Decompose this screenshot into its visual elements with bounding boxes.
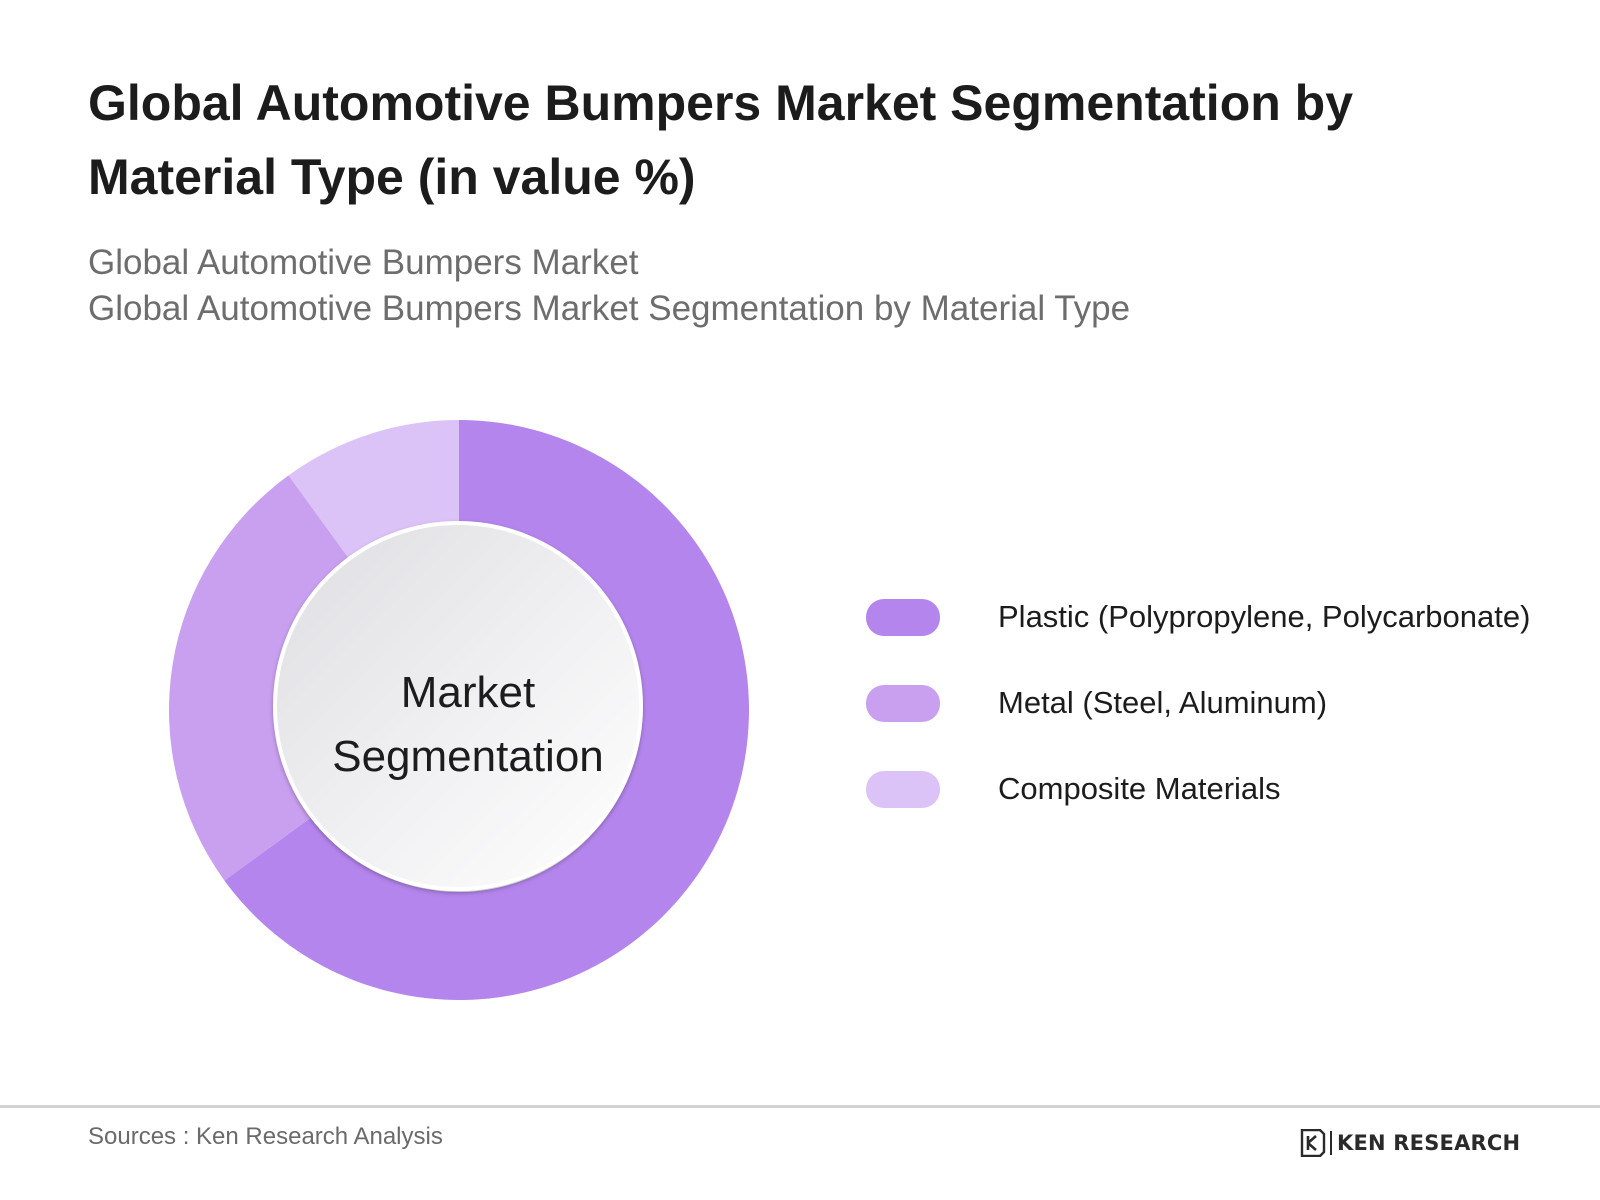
chart-title: Global Automotive Bumpers Market Segment… [88, 75, 1354, 205]
center-label-line-2: Segmentation [332, 732, 604, 781]
ken-research-logo-icon [1300, 1129, 1326, 1157]
legend-label-metal: Metal (Steel, Aluminum) [998, 685, 1328, 720]
legend-swatch-plastic [866, 598, 940, 636]
footer-source: Sources : Ken Research Analysis [88, 1123, 443, 1150]
donut-center-disc [273, 521, 643, 891]
legend-item-composite: Composite Materials [866, 770, 1586, 808]
donut-slice-plastic [224, 420, 749, 1000]
center-label-line-1: Market [400, 668, 536, 717]
donut-slices [169, 420, 749, 1000]
legend-swatch-composite [866, 770, 940, 808]
chart-subtitle-line-1: Global Automotive Bumpers Market [88, 243, 639, 282]
donut-chart [169, 420, 749, 1000]
legend-item-plastic: Plastic (Polypropylene, Polycarbonate) [866, 598, 1586, 636]
legend-swatch-metal [866, 684, 940, 722]
donut-slice-metal [169, 475, 353, 881]
legend-label-composite: Composite Materials [998, 771, 1281, 806]
logo-divider [1330, 1131, 1332, 1155]
ken-research-logo: KEN RESEARCH [1300, 1128, 1520, 1158]
footer-divider [0, 1105, 1600, 1108]
legend-label-plastic: Plastic (Polypropylene, Polycarbonate) [998, 599, 1531, 634]
ken-research-logo-text: KEN RESEARCH [1337, 1131, 1521, 1155]
chart-legend: Plastic (Polypropylene, Polycarbonate) M… [866, 598, 1586, 856]
chart-subtitle-line-2: Global Automotive Bumpers Market Segment… [88, 289, 1131, 328]
donut-center-label: Market Segmentation [279, 536, 657, 914]
legend-item-metal: Metal (Steel, Aluminum) [866, 684, 1586, 722]
